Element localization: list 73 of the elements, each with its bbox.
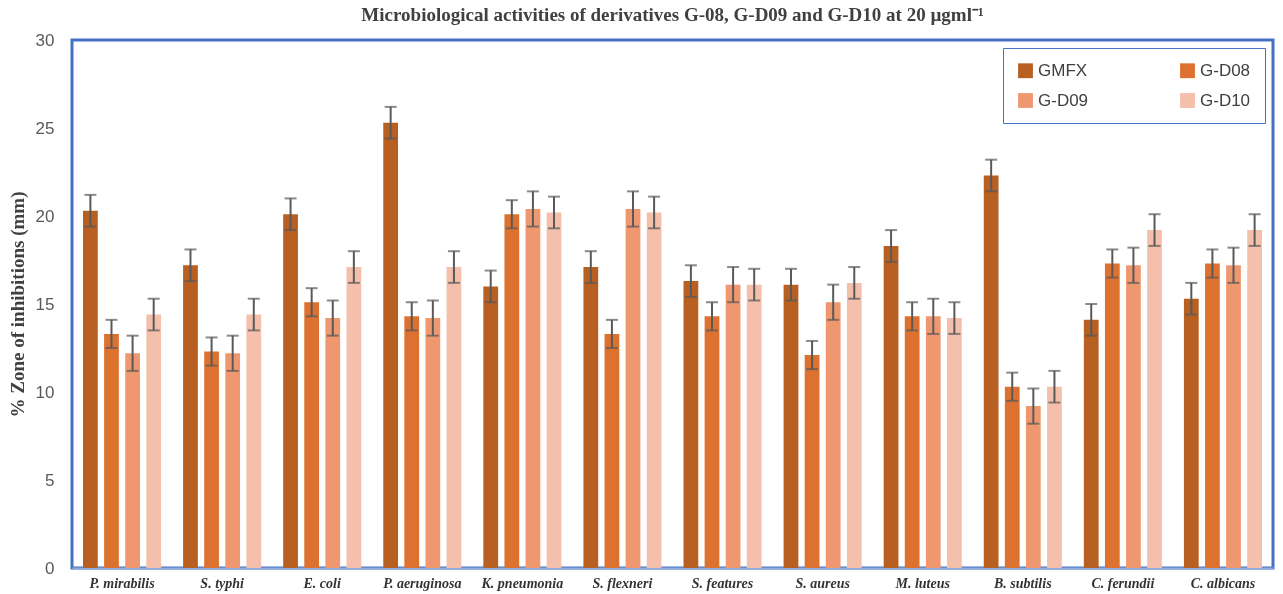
x-tick-label: K. pneumonia xyxy=(480,575,564,591)
bar xyxy=(525,208,541,568)
y-tick-label: 30 xyxy=(35,30,55,50)
y-tick-label: 15 xyxy=(35,294,55,314)
x-tick-label: S. features xyxy=(691,575,754,591)
bar xyxy=(1147,230,1162,568)
bar xyxy=(1047,386,1062,568)
bar xyxy=(1247,230,1262,568)
x-tick-label: E. coli xyxy=(302,575,341,591)
bar xyxy=(83,210,98,568)
x-tick-label: M. luteus xyxy=(894,575,951,591)
bar xyxy=(683,281,699,568)
bar xyxy=(604,333,620,568)
bar xyxy=(825,302,841,568)
x-tick-label: P. aeruginosa xyxy=(383,575,462,591)
bar xyxy=(104,333,119,568)
bar xyxy=(183,265,198,568)
bar xyxy=(383,122,399,568)
bar xyxy=(646,212,662,568)
x-tick-label: S. typhi xyxy=(200,575,245,591)
bar xyxy=(1226,265,1241,568)
bar xyxy=(483,286,499,568)
bar xyxy=(946,318,962,568)
bar xyxy=(704,316,720,568)
bar xyxy=(1083,319,1099,568)
bar xyxy=(125,353,140,568)
bar xyxy=(883,245,899,568)
bar xyxy=(425,318,441,568)
legend-label: G-D09 xyxy=(1038,90,1089,110)
y-tick-label: 0 xyxy=(45,558,55,578)
bar xyxy=(504,214,520,568)
legend-label: G-D08 xyxy=(1200,60,1251,80)
bar xyxy=(225,353,241,568)
bar xyxy=(283,214,298,568)
bar xyxy=(625,208,641,568)
bar xyxy=(1126,265,1141,568)
bar xyxy=(783,284,799,568)
bar xyxy=(1183,298,1199,568)
bar xyxy=(1205,263,1220,568)
x-tick-label: C. ferundii xyxy=(1091,575,1155,591)
legend-label: G-D10 xyxy=(1200,90,1251,110)
bar xyxy=(583,267,599,568)
bar xyxy=(1025,406,1041,568)
x-tick-label: S. flexneri xyxy=(592,575,653,591)
bar xyxy=(246,314,262,568)
x-tick-label: B. subtilis xyxy=(992,575,1053,591)
bar xyxy=(1104,263,1120,568)
x-tick-label: S. aureus xyxy=(795,575,851,591)
y-axis-title: % Zone of inhibitions (mm) xyxy=(6,191,29,418)
bar xyxy=(983,175,999,568)
y-tick-label: 10 xyxy=(35,382,55,402)
bar xyxy=(746,284,762,568)
bar xyxy=(846,282,862,568)
bar xyxy=(346,267,362,568)
bar xyxy=(304,302,320,568)
bar xyxy=(904,316,920,568)
y-tick-label: 5 xyxy=(45,470,55,490)
chart-title: Microbiological activities of derivatives G-08, G-D09 and G-D10 at 20 µgml⁻¹ xyxy=(361,4,984,25)
x-tick-label: P. mirabilis xyxy=(89,575,156,591)
bar xyxy=(546,212,562,568)
bar xyxy=(1004,386,1020,568)
bar xyxy=(325,318,341,568)
x-tick-label: C. albicans xyxy=(1190,575,1256,591)
y-tick-label: 20 xyxy=(35,206,55,226)
bar xyxy=(404,316,420,568)
bar xyxy=(146,314,162,568)
bar xyxy=(725,284,741,568)
bar xyxy=(204,351,219,568)
bar xyxy=(925,316,941,568)
legend-label: GMFX xyxy=(1038,60,1088,80)
bar xyxy=(804,355,820,568)
y-tick-label: 25 xyxy=(35,118,55,138)
bar xyxy=(446,267,462,568)
